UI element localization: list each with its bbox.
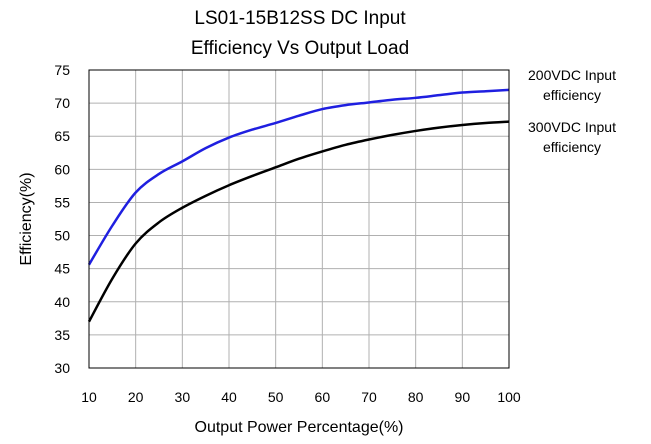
x-tick-label: 30: [175, 389, 191, 405]
legend-entry-300vdc-line-2: efficiency: [543, 139, 601, 155]
y-tick-label: 70: [54, 95, 70, 111]
chart-title-line-2: Efficiency Vs Output Load: [191, 38, 409, 59]
y-tick-label: 65: [54, 128, 70, 144]
x-tick-label: 60: [315, 389, 331, 405]
x-tick-label: 80: [408, 389, 424, 405]
chart-title-line-1: LS01-15B12SS DC Input: [194, 8, 406, 29]
x-tick-label: 10: [81, 389, 97, 405]
y-tick-label: 60: [54, 161, 70, 177]
x-tick-label: 50: [268, 389, 284, 405]
legend-entry-300vdc-line-1: 300VDC Input: [528, 119, 616, 135]
x-tick-label: 70: [361, 389, 377, 405]
legend-entry-200vdc-line-1: 200VDC Input: [528, 67, 616, 83]
y-tick-label: 40: [54, 294, 70, 310]
series-line-200vdc: [87, 88, 510, 266]
y-tick-label: 35: [54, 327, 70, 343]
y-tick-label: 55: [54, 194, 70, 210]
y-tick-label: 45: [54, 261, 70, 277]
plot-frame: [88, 69, 510, 369]
y-axis-label: Efficiency(%): [18, 172, 35, 265]
x-tick-labels: 10 20 30 40 50 60 70 80 90 100: [81, 389, 521, 405]
x-axis-label: Output Power Percentage(%): [195, 419, 404, 436]
y-tick-label: 30: [54, 360, 70, 376]
x-tick-label: 40: [221, 389, 237, 405]
legend: 200VDC Input efficiency 300VDC Input effici…: [528, 67, 616, 155]
y-tick-label: 50: [54, 228, 70, 244]
series-layer: [87, 88, 510, 323]
y-tick-label: 75: [54, 62, 70, 78]
legend-entry-200vdc-line-2: efficiency: [543, 87, 601, 103]
y-tick-labels: 30 35 40 45 50 55 60 65 70 75: [54, 62, 70, 376]
series-line-300vdc: [87, 120, 510, 323]
x-tick-label: 90: [455, 389, 471, 405]
x-tick-label: 100: [497, 389, 521, 405]
x-tick-label: 20: [128, 389, 144, 405]
